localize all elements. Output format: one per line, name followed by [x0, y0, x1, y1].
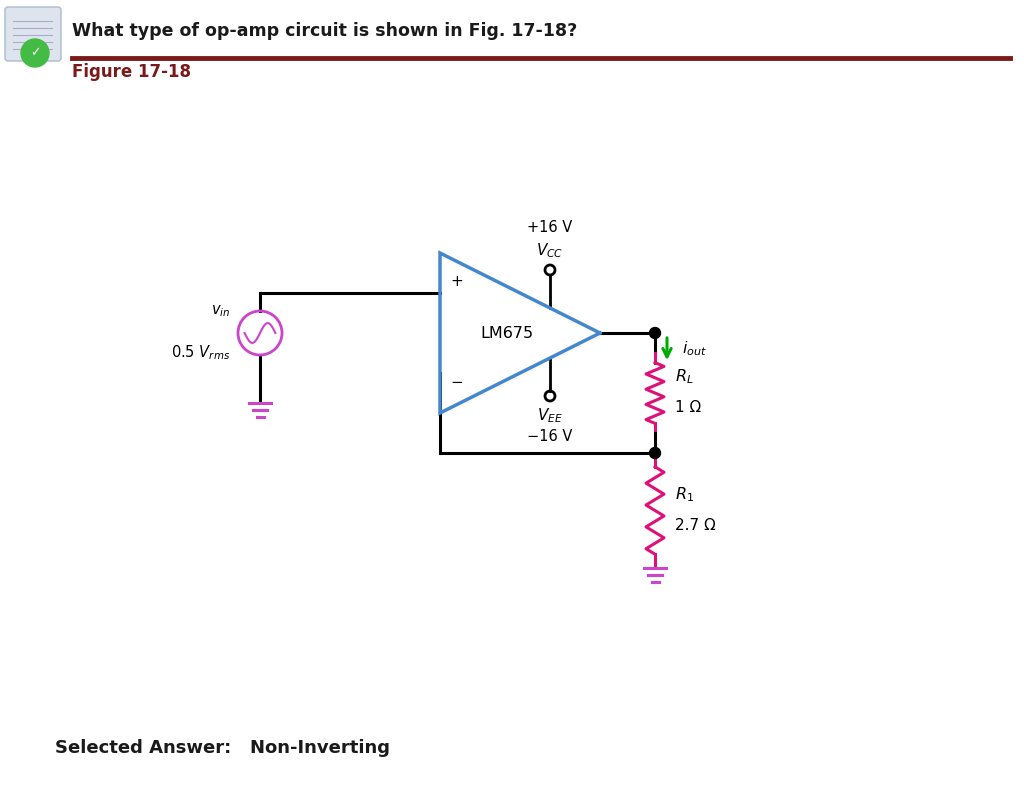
- FancyBboxPatch shape: [5, 7, 61, 61]
- Text: ✓: ✓: [30, 46, 40, 60]
- Text: +16 V: +16 V: [527, 220, 572, 235]
- Text: $V_{EE}$: $V_{EE}$: [537, 406, 563, 425]
- Text: 0.5 $V_{rms}$: 0.5 $V_{rms}$: [171, 343, 230, 362]
- Text: 1 Ω: 1 Ω: [675, 400, 701, 415]
- Text: $R_1$: $R_1$: [675, 485, 694, 504]
- Text: Figure 17-18: Figure 17-18: [72, 63, 191, 81]
- Text: $V_{CC}$: $V_{CC}$: [537, 241, 563, 260]
- Text: 2.7 Ω: 2.7 Ω: [675, 518, 716, 533]
- Text: −: −: [450, 375, 463, 390]
- Text: −16 V: −16 V: [527, 429, 572, 444]
- Text: What type of op-amp circuit is shown in Fig. 17-18?: What type of op-amp circuit is shown in …: [72, 22, 578, 40]
- Text: $R_L$: $R_L$: [675, 367, 693, 386]
- Text: LM675: LM675: [480, 325, 534, 340]
- Text: Selected Answer:   Non-Inverting: Selected Answer: Non-Inverting: [55, 739, 390, 757]
- Text: $i_{out}$: $i_{out}$: [682, 340, 708, 359]
- Text: +: +: [450, 274, 463, 289]
- Text: $v_{in}$: $v_{in}$: [211, 303, 230, 319]
- Circle shape: [649, 448, 660, 459]
- Circle shape: [22, 39, 49, 67]
- Circle shape: [649, 328, 660, 339]
